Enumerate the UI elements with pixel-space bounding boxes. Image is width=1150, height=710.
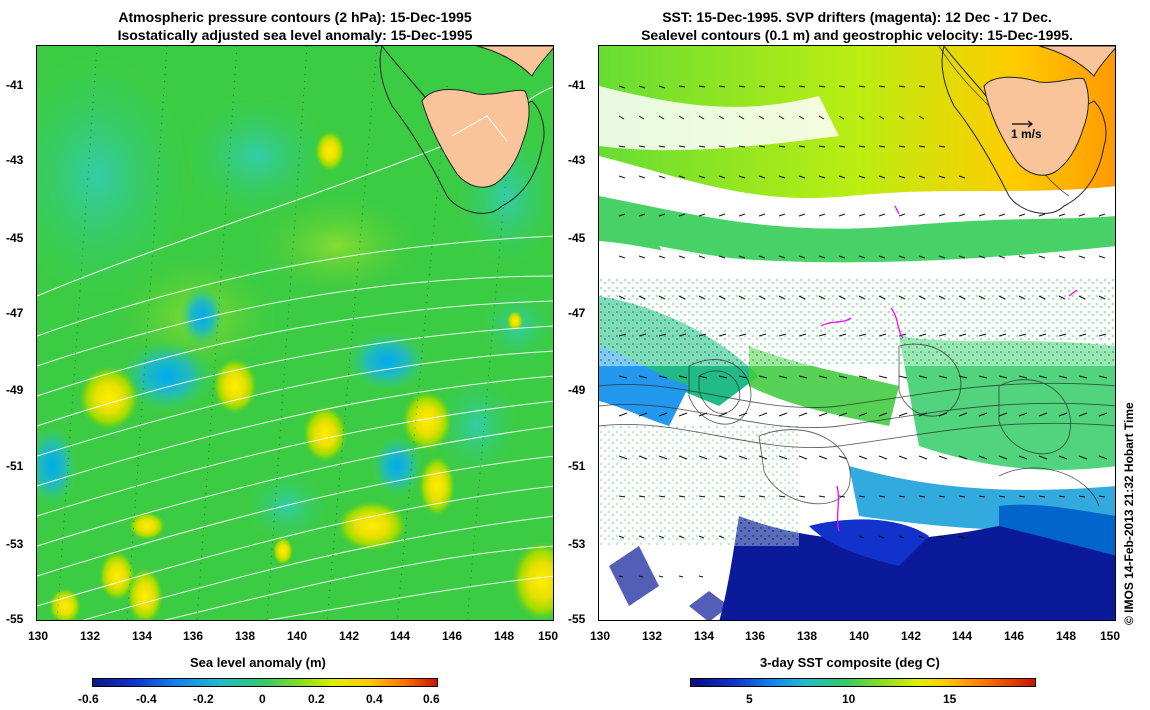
right-colorbar-title: 3-day SST composite (deg C) bbox=[760, 655, 940, 670]
imos-credit: © IMOS 14-Feb-2013 21:32 Hobart Time bbox=[1122, 402, 1136, 625]
left-x-tick: 142 bbox=[339, 629, 360, 643]
sla-map-svg bbox=[37, 46, 553, 620]
sst-map-svg: 1 m/s bbox=[599, 46, 1115, 620]
left-x-tick: 150 bbox=[538, 629, 559, 643]
sla-colorbar-tick: 0.6 bbox=[423, 692, 440, 706]
right-x-tick: 132 bbox=[642, 629, 663, 643]
left-x-tick: 132 bbox=[80, 629, 101, 643]
sla-colorbar-tick: 0.2 bbox=[308, 692, 325, 706]
tasmania-landmass-sst bbox=[941, 46, 1115, 214]
right-y-tick: -49 bbox=[568, 383, 586, 397]
sla-colorbar bbox=[92, 678, 438, 687]
right-title-line1: SST: 15-Dec-1995. SVP drifters (magenta)… bbox=[662, 9, 1052, 25]
right-x-tick: 144 bbox=[952, 629, 973, 643]
left-y-tick: -51 bbox=[6, 459, 24, 473]
left-y-tick: -55 bbox=[6, 612, 24, 626]
sla-colorbar-tick: -0.2 bbox=[193, 692, 214, 706]
sla-anomaly-field bbox=[37, 56, 553, 620]
dotted-lines bbox=[56, 46, 508, 620]
right-x-tick: 148 bbox=[1056, 629, 1077, 643]
left-x-tick: 140 bbox=[287, 629, 308, 643]
right-x-tick: 146 bbox=[1004, 629, 1025, 643]
velocity-arrows bbox=[618, 85, 1108, 578]
left-y-tick: -49 bbox=[6, 383, 24, 397]
sst-colorbar bbox=[690, 678, 1036, 687]
right-x-tick: 150 bbox=[1100, 629, 1121, 643]
left-y-tick: -45 bbox=[6, 231, 24, 245]
left-y-tick: -41 bbox=[6, 78, 24, 92]
sea-level-anomaly-map bbox=[36, 45, 554, 621]
right-title: SST: 15-Dec-1995. SVP drifters (magenta)… bbox=[598, 8, 1116, 44]
left-x-tick: 130 bbox=[28, 629, 49, 643]
svp-drifter-tracks bbox=[820, 205, 1078, 532]
sst-colorbar-tick: 5 bbox=[746, 692, 753, 706]
right-y-tick: -47 bbox=[568, 306, 586, 320]
left-title: Atmospheric pressure contours (2 hPa): 1… bbox=[36, 8, 554, 44]
left-title-line2: Isostatically adjusted sea level anomaly… bbox=[117, 27, 473, 43]
velocity-key: 1 m/s bbox=[1011, 120, 1042, 141]
left-x-tick: 148 bbox=[494, 629, 515, 643]
sla-colorbar-tick: 0 bbox=[259, 692, 266, 706]
left-title-line1: Atmospheric pressure contours (2 hPa): 1… bbox=[118, 9, 472, 25]
sst-colorbar-tick: 15 bbox=[943, 692, 957, 706]
sla-colorbar-tick: -0.6 bbox=[78, 692, 99, 706]
right-y-tick: -41 bbox=[568, 78, 586, 92]
right-x-tick: 136 bbox=[745, 629, 766, 643]
right-y-tick: -45 bbox=[568, 231, 586, 245]
left-y-tick: -53 bbox=[6, 537, 24, 551]
sla-colorbar-tick: 0.4 bbox=[366, 692, 383, 706]
right-title-line2: Sealevel contours (0.1 m) and geostrophi… bbox=[641, 27, 1073, 43]
left-x-tick: 136 bbox=[183, 629, 204, 643]
right-x-tick: 134 bbox=[694, 629, 715, 643]
pressure-contours bbox=[37, 86, 553, 620]
right-y-tick: -51 bbox=[568, 459, 586, 473]
right-x-tick: 130 bbox=[590, 629, 611, 643]
velocity-key-label: 1 m/s bbox=[1011, 127, 1042, 141]
right-x-tick: 142 bbox=[901, 629, 922, 643]
sst-map: 1 m/s bbox=[598, 45, 1116, 621]
left-y-tick: -47 bbox=[6, 306, 24, 320]
left-x-tick: 144 bbox=[390, 629, 411, 643]
right-y-tick: -43 bbox=[568, 153, 586, 167]
left-y-tick: -43 bbox=[6, 153, 24, 167]
left-x-tick: 146 bbox=[442, 629, 463, 643]
left-x-tick: 138 bbox=[235, 629, 256, 643]
sla-colorbar-tick: -0.4 bbox=[136, 692, 157, 706]
velocity-key-arrow bbox=[1012, 120, 1033, 128]
tasmania-landmass bbox=[379, 46, 553, 214]
sst-colorbar-tick: 10 bbox=[842, 692, 856, 706]
right-x-tick: 140 bbox=[849, 629, 870, 643]
right-x-tick: 138 bbox=[797, 629, 818, 643]
left-colorbar-title: Sea level anomaly (m) bbox=[190, 655, 326, 670]
left-x-tick: 134 bbox=[132, 629, 153, 643]
right-y-tick: -55 bbox=[568, 612, 586, 626]
right-y-tick: -53 bbox=[568, 537, 586, 551]
